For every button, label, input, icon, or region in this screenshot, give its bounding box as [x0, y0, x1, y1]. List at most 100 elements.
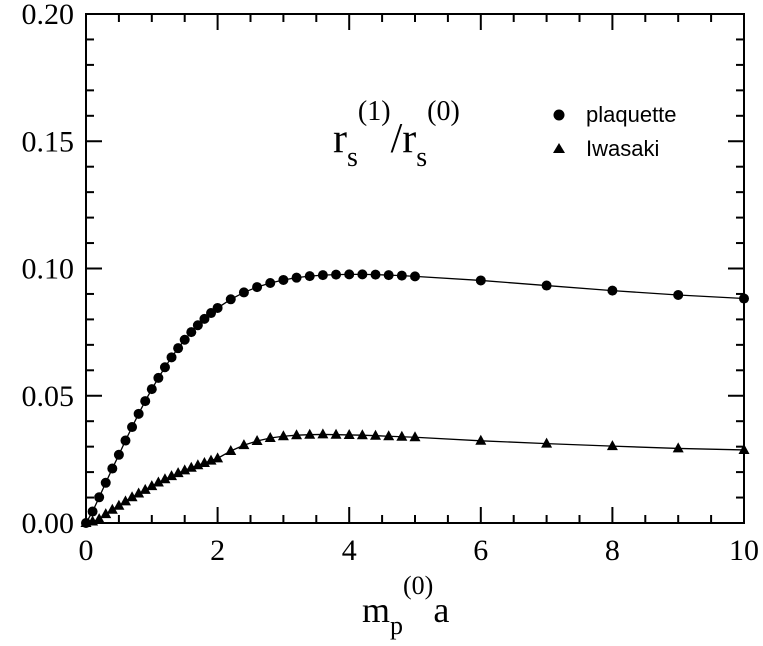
data-point-plaquette — [113, 449, 124, 460]
legend-label-plaquette: plaquette — [586, 102, 677, 127]
data-point-plaquette — [673, 289, 684, 300]
x-tick-label: 10 — [729, 534, 759, 567]
tick-labels: 0 2 4 6 8 10 0.00 0.05 0.10 0.15 0.20 — [22, 0, 760, 567]
data-point-plaquette — [87, 506, 98, 517]
data-point-plaquette — [475, 275, 486, 286]
x-tick-label: 6 — [473, 534, 488, 567]
data-point-plaquette — [331, 269, 342, 280]
data-point-plaquette — [146, 384, 157, 395]
data-point-plaquette — [344, 269, 355, 280]
legend-marker-plaquette — [553, 109, 565, 121]
data-point-iwasaki — [330, 428, 342, 439]
data-point-iwasaki — [383, 430, 395, 441]
data-point-iwasaki — [212, 452, 224, 463]
annotation-sub1: s — [347, 142, 358, 173]
annotation: rs(1)/rs(0) — [333, 96, 460, 173]
y-tick-label: 0.15 — [22, 125, 75, 158]
data-point-iwasaki — [185, 461, 197, 472]
data-point-plaquette — [357, 269, 368, 280]
x-axis-label: mp(0)a — [362, 571, 449, 640]
data-point-plaquette — [127, 422, 138, 433]
data-point-iwasaki — [119, 495, 131, 506]
data-point-iwasaki — [238, 439, 250, 450]
series-line-iwasaki — [85, 433, 745, 524]
data-point-iwasaki — [93, 513, 105, 524]
y-tick-label: 0.10 — [22, 253, 75, 286]
data-point-iwasaki — [159, 473, 171, 484]
y-tick-label: 0.00 — [22, 507, 75, 540]
data-point-iwasaki — [106, 503, 118, 514]
data-point-plaquette — [265, 278, 276, 289]
y-tick-label: 0.05 — [22, 380, 75, 413]
data-point-iwasaki — [409, 431, 421, 442]
data-point-iwasaki — [152, 476, 164, 487]
y-tick-label: 0.20 — [22, 0, 75, 31]
data-point-plaquette — [159, 362, 170, 373]
data-point-iwasaki — [172, 467, 184, 478]
x-axis-label-sup: (0) — [403, 571, 433, 600]
data-point-plaquette — [238, 287, 249, 298]
data-point-iwasaki — [100, 508, 112, 519]
data-point-iwasaki — [264, 432, 276, 442]
data-point-plaquette — [291, 272, 302, 283]
x-tick-label: 4 — [342, 534, 357, 567]
annotation-slash: / — [391, 116, 403, 162]
data-point-plaquette — [179, 334, 190, 345]
plot-frame — [85, 13, 745, 524]
data-point-plaquette — [107, 463, 118, 474]
data-point-plaquette — [166, 352, 177, 363]
data-point-iwasaki — [251, 435, 263, 446]
data-point-plaquette — [317, 270, 328, 281]
annotation-sub2: s — [416, 142, 427, 173]
data-point-plaquette — [383, 270, 394, 281]
data-point-plaquette — [212, 302, 223, 313]
data-point-iwasaki — [139, 483, 151, 494]
legend: plaquette Iwasaki — [553, 102, 677, 161]
data-point-iwasaki — [343, 428, 355, 439]
series-lines — [85, 273, 745, 524]
data-point-iwasaki — [370, 429, 382, 440]
data-point-iwasaki — [126, 491, 138, 502]
data-point-iwasaki — [277, 430, 289, 441]
data-point-iwasaki — [672, 442, 684, 453]
x-tick-label: 0 — [79, 534, 94, 567]
data-point-iwasaki — [291, 429, 303, 440]
data-point-plaquette — [186, 327, 197, 338]
data-point-iwasaki — [146, 480, 158, 491]
annotation-r1: r — [333, 116, 347, 162]
data-point-plaquette — [278, 274, 289, 285]
data-point-iwasaki — [475, 434, 487, 445]
data-point-plaquette — [225, 294, 236, 305]
data-point-plaquette — [94, 492, 105, 503]
data-point-iwasaki — [304, 428, 316, 439]
data-point-iwasaki — [606, 440, 618, 451]
data-point-iwasaki — [225, 444, 237, 455]
x-axis-label-main: m — [362, 590, 390, 630]
data-point-plaquette — [153, 372, 164, 383]
data-point-plaquette — [541, 280, 552, 291]
x-tick-label: 8 — [605, 534, 620, 567]
x-axis-label-sub: p — [390, 611, 403, 640]
data-point-plaquette — [133, 408, 144, 419]
data-point-plaquette — [192, 320, 203, 331]
data-point-iwasaki — [396, 430, 408, 441]
data-point-plaquette — [173, 343, 184, 354]
annotation-sup1: (1) — [358, 96, 391, 127]
data-point-plaquette — [607, 285, 618, 296]
data-point-plaquette — [410, 271, 420, 282]
data-point-iwasaki — [113, 499, 125, 510]
annotation-sup2: (0) — [427, 96, 460, 127]
data-point-plaquette — [199, 313, 210, 324]
data-point-plaquette — [100, 477, 111, 488]
data-point-iwasaki — [166, 470, 178, 481]
data-point-iwasaki — [356, 429, 368, 440]
legend-marker-iwasaki — [553, 143, 565, 153]
data-point-plaquette — [120, 435, 131, 446]
data-point-iwasaki — [541, 437, 553, 448]
x-axis-label-tail: a — [433, 590, 449, 630]
data-point-plaquette — [396, 270, 407, 281]
data-point-plaquette — [304, 271, 315, 282]
data-point-iwasaki — [133, 487, 145, 498]
series-markers — [80, 269, 750, 528]
